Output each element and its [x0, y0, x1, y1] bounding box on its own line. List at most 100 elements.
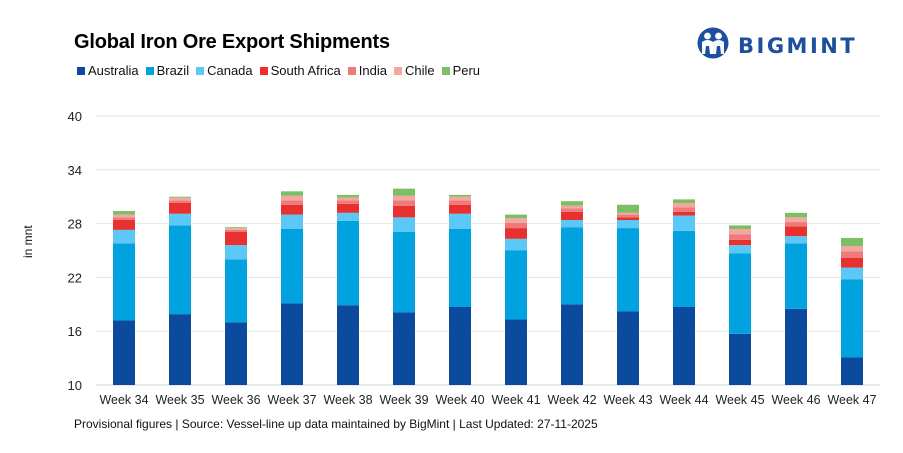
bar-segment-south-africa — [169, 202, 191, 214]
bar-segment-canada — [393, 217, 415, 232]
bar-segment-south-africa — [561, 211, 583, 221]
bar-segment-canada — [169, 213, 191, 226]
bar-segment-peru — [393, 188, 415, 196]
bar-segment-india — [617, 214, 639, 218]
y-tick-label: 28 — [68, 217, 82, 232]
legend-item-canada: Canada — [196, 63, 253, 78]
legend-label: India — [358, 63, 387, 78]
bar-segment-australia — [673, 306, 695, 385]
legend-swatch — [77, 66, 85, 75]
bar-segment-peru — [785, 212, 807, 218]
bigmint-people-icon — [696, 27, 730, 64]
bar-segment-australia — [393, 312, 415, 385]
bar-segment-brazil — [841, 279, 863, 358]
bar-segment-india — [785, 221, 807, 227]
bar-segment-south-africa — [505, 228, 527, 239]
bar-segment-south-africa — [393, 205, 415, 218]
bar-segment-peru — [337, 194, 359, 198]
chart-legend: Australia Brazil Canada South Africa India Ch… — [77, 63, 483, 78]
bar-segment-chile — [505, 218, 527, 223]
bar-segment-chile — [113, 214, 135, 218]
bar-segment-peru — [673, 199, 695, 203]
bar-segment-india — [337, 200, 359, 204]
x-tick-label: Week 38 — [323, 393, 372, 407]
legend-label: South Africa — [270, 63, 341, 78]
bar-segment-chile — [841, 246, 863, 252]
bar-segment-chile — [225, 228, 247, 230]
bar-segment-brazil — [785, 243, 807, 309]
bar-segment-india — [393, 200, 415, 206]
x-tick-label: Week 34 — [99, 393, 148, 407]
y-tick-label: 10 — [68, 378, 82, 393]
bar-segment-chile — [337, 197, 359, 201]
bar-segment-peru — [281, 191, 303, 196]
y-tick-label: 22 — [68, 270, 82, 285]
bar-segment-brazil — [113, 243, 135, 321]
bar-segment-canada — [561, 220, 583, 228]
x-tick-label: Week 43 — [603, 393, 652, 407]
x-tick-label: Week 41 — [491, 393, 540, 407]
bar-segment-canada — [617, 220, 639, 229]
bar-segment-peru — [449, 194, 471, 197]
bar-segment-india — [225, 229, 247, 232]
logo-text: BIGMINT — [738, 33, 858, 58]
bar-segment-australia — [169, 314, 191, 385]
x-tick-label: Week 39 — [379, 393, 428, 407]
bigmint-logo: BIGMINT — [696, 27, 857, 64]
bar-segment-peru — [841, 237, 863, 247]
bar-segment-india — [113, 217, 135, 221]
bar-segment-australia — [729, 333, 751, 385]
bar-segment-australia — [785, 308, 807, 385]
bar-segment-chile — [673, 202, 695, 208]
bar-segment-india — [729, 234, 751, 240]
bar-segment-india — [841, 251, 863, 258]
y-tick-label: 34 — [68, 163, 82, 178]
bar-segment-australia — [449, 306, 471, 385]
bar-segment-india — [449, 200, 471, 205]
x-tick-label: Week 40 — [435, 393, 484, 407]
y-tick-label: 16 — [68, 324, 82, 339]
bar-segment-australia — [561, 304, 583, 385]
bar-segment-canada — [113, 229, 135, 244]
y-tick-label: 40 — [68, 109, 82, 124]
bar-segment-brazil — [393, 231, 415, 313]
bar-segment-brazil — [225, 259, 247, 323]
bar-segment-australia — [841, 357, 863, 385]
legend-swatch — [145, 66, 154, 75]
bar-segment-australia — [337, 305, 359, 385]
bar-segment-australia — [225, 322, 247, 385]
legend-label: Peru — [452, 63, 481, 78]
legend-swatch — [259, 66, 268, 75]
bar-segment-chile — [617, 212, 639, 215]
x-tick-label: Week 37 — [267, 393, 316, 407]
bar-segment-peru — [729, 225, 751, 229]
bar-segment-chile — [449, 196, 471, 201]
legend-swatch — [441, 66, 450, 75]
bar-segment-australia — [505, 319, 527, 385]
bar-segment-india — [281, 200, 303, 205]
bar-segment-brazil — [169, 225, 191, 315]
bar-segment-brazil — [337, 220, 359, 306]
bar-segment-canada — [281, 214, 303, 229]
bar-segment-south-africa — [113, 220, 135, 230]
legend-label: Canada — [207, 63, 253, 78]
bar-segment-india — [169, 200, 191, 203]
bar-segment-canada — [673, 215, 695, 231]
legend-swatch — [196, 66, 205, 75]
x-tick-label: Week 36 — [211, 393, 260, 407]
bar-segment-south-africa — [617, 217, 639, 221]
bar-segment-south-africa — [785, 226, 807, 237]
bar-segment-peru — [169, 196, 191, 198]
bar-segment-south-africa — [337, 203, 359, 213]
bar-segment-peru — [561, 201, 583, 206]
x-tick-label: Week 45 — [715, 393, 764, 407]
x-tick-label: Week 46 — [771, 393, 820, 407]
legend-label: Australia — [88, 63, 139, 78]
bar-segment-peru — [225, 227, 247, 229]
legend-item-india: India — [347, 63, 387, 78]
chart-title: Global Iron Ore Export Shipments — [74, 31, 390, 53]
bar-segment-brazil — [281, 228, 303, 304]
bar-segment-canada — [841, 267, 863, 280]
legend-label: Brazil — [156, 63, 190, 78]
